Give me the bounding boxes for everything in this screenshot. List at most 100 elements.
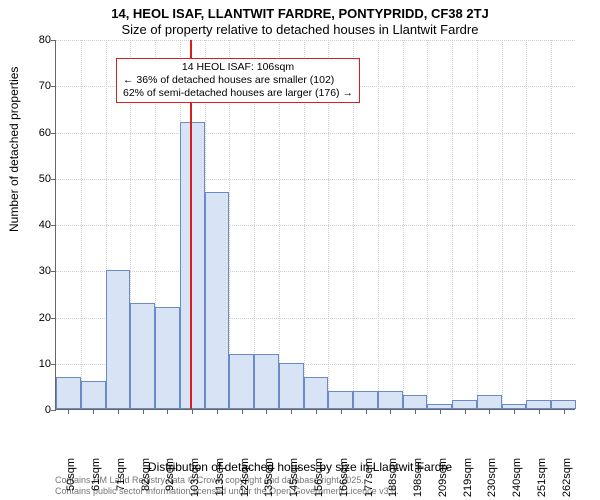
bar — [279, 363, 304, 409]
xtick-label: 92sqm — [164, 458, 176, 498]
bar — [205, 192, 230, 409]
ytick-label: 60 — [21, 127, 51, 139]
xtick-mark — [489, 409, 490, 414]
xtick-mark — [118, 409, 119, 414]
bar — [56, 377, 81, 409]
gridline-h — [56, 225, 575, 226]
xtick-mark — [539, 409, 540, 414]
bar — [353, 391, 378, 410]
xtick-mark — [192, 409, 193, 414]
ytick-label: 50 — [21, 173, 51, 185]
xtick-label: 61sqm — [90, 458, 102, 498]
gridline-h — [56, 271, 575, 272]
annotation-line: ← 36% of detached houses are smaller (10… — [123, 74, 353, 87]
xtick-label: 166sqm — [338, 458, 350, 498]
ytick-mark — [51, 364, 56, 365]
xtick-mark — [143, 409, 144, 414]
xtick-mark — [291, 409, 292, 414]
bar — [526, 400, 551, 409]
xtick-label: 188sqm — [387, 458, 399, 498]
ytick-mark — [51, 318, 56, 319]
xtick-mark — [465, 409, 466, 414]
ytick-mark — [51, 179, 56, 180]
xtick-mark — [390, 409, 391, 414]
ytick-label: 20 — [21, 312, 51, 324]
xtick-mark — [564, 409, 565, 414]
bar — [304, 377, 329, 409]
xtick-label: 50sqm — [65, 458, 77, 498]
gridline-v — [427, 40, 428, 409]
bar — [130, 303, 155, 409]
gridline-v — [502, 40, 503, 409]
xtick-mark — [514, 409, 515, 414]
ytick-mark — [51, 271, 56, 272]
annotation-box: 14 HEOL ISAF: 106sqm← 36% of detached ho… — [116, 58, 360, 103]
ytick-label: 70 — [21, 80, 51, 92]
xtick-label: 135sqm — [263, 458, 275, 498]
bar — [180, 122, 205, 409]
xtick-label: 103sqm — [189, 458, 201, 498]
gridline-h — [56, 179, 575, 180]
bar — [81, 381, 106, 409]
ytick-mark — [51, 225, 56, 226]
xtick-label: 156sqm — [313, 458, 325, 498]
gridline-h — [56, 40, 575, 41]
ytick-mark — [51, 410, 56, 411]
xtick-label: 251sqm — [536, 458, 548, 498]
xtick-mark — [440, 409, 441, 414]
annotation-line: 14 HEOL ISAF: 106sqm — [123, 61, 353, 74]
xtick-label: 240sqm — [511, 458, 523, 498]
xtick-label: 198sqm — [412, 458, 424, 498]
xtick-mark — [341, 409, 342, 414]
ytick-mark — [51, 86, 56, 87]
ytick-label: 0 — [21, 404, 51, 416]
ytick-label: 40 — [21, 219, 51, 231]
gridline-v — [81, 40, 82, 409]
gridline-v — [378, 40, 379, 409]
bar — [229, 354, 254, 410]
bar — [254, 354, 279, 410]
ytick-label: 30 — [21, 265, 51, 277]
xtick-label: 71sqm — [115, 458, 127, 498]
xtick-label: 113sqm — [214, 458, 226, 498]
ytick-label: 10 — [21, 358, 51, 370]
xtick-mark — [167, 409, 168, 414]
chart-container: 14, HEOL ISAF, LLANTWIT FARDRE, PONTYPRI… — [0, 0, 600, 500]
xtick-label: 209sqm — [437, 458, 449, 498]
chart-title-line2: Size of property relative to detached ho… — [0, 22, 600, 37]
bar — [106, 270, 131, 409]
xtick-label: 82sqm — [140, 458, 152, 498]
xtick-label: 230sqm — [486, 458, 498, 498]
ytick-mark — [51, 40, 56, 41]
xtick-mark — [242, 409, 243, 414]
xtick-mark — [93, 409, 94, 414]
xtick-label: 219sqm — [462, 458, 474, 498]
xtick-mark — [217, 409, 218, 414]
xtick-mark — [68, 409, 69, 414]
gridline-v — [452, 40, 453, 409]
annotation-line: 62% of semi-detached houses are larger (… — [123, 87, 353, 100]
y-axis-label: Number of detached properties — [7, 67, 21, 232]
gridline-v — [551, 40, 552, 409]
xtick-mark — [266, 409, 267, 414]
gridline-h — [56, 133, 575, 134]
gridline-v — [526, 40, 527, 409]
xtick-mark — [415, 409, 416, 414]
xtick-label: 124sqm — [239, 458, 251, 498]
xtick-mark — [316, 409, 317, 414]
bar — [477, 395, 502, 409]
plot-area: 14 HEOL ISAF: 106sqm← 36% of detached ho… — [55, 40, 575, 410]
xtick-mark — [366, 409, 367, 414]
bar — [403, 395, 428, 409]
ytick-mark — [51, 133, 56, 134]
bar — [452, 400, 477, 409]
xtick-label: 177sqm — [363, 458, 375, 498]
ytick-label: 80 — [21, 34, 51, 46]
bar — [328, 391, 353, 410]
bar — [378, 391, 403, 410]
bar — [551, 400, 576, 409]
chart-title-line1: 14, HEOL ISAF, LLANTWIT FARDRE, PONTYPRI… — [0, 6, 600, 21]
xtick-label: 262sqm — [561, 458, 573, 498]
gridline-v — [403, 40, 404, 409]
xtick-label: 145sqm — [288, 458, 300, 498]
